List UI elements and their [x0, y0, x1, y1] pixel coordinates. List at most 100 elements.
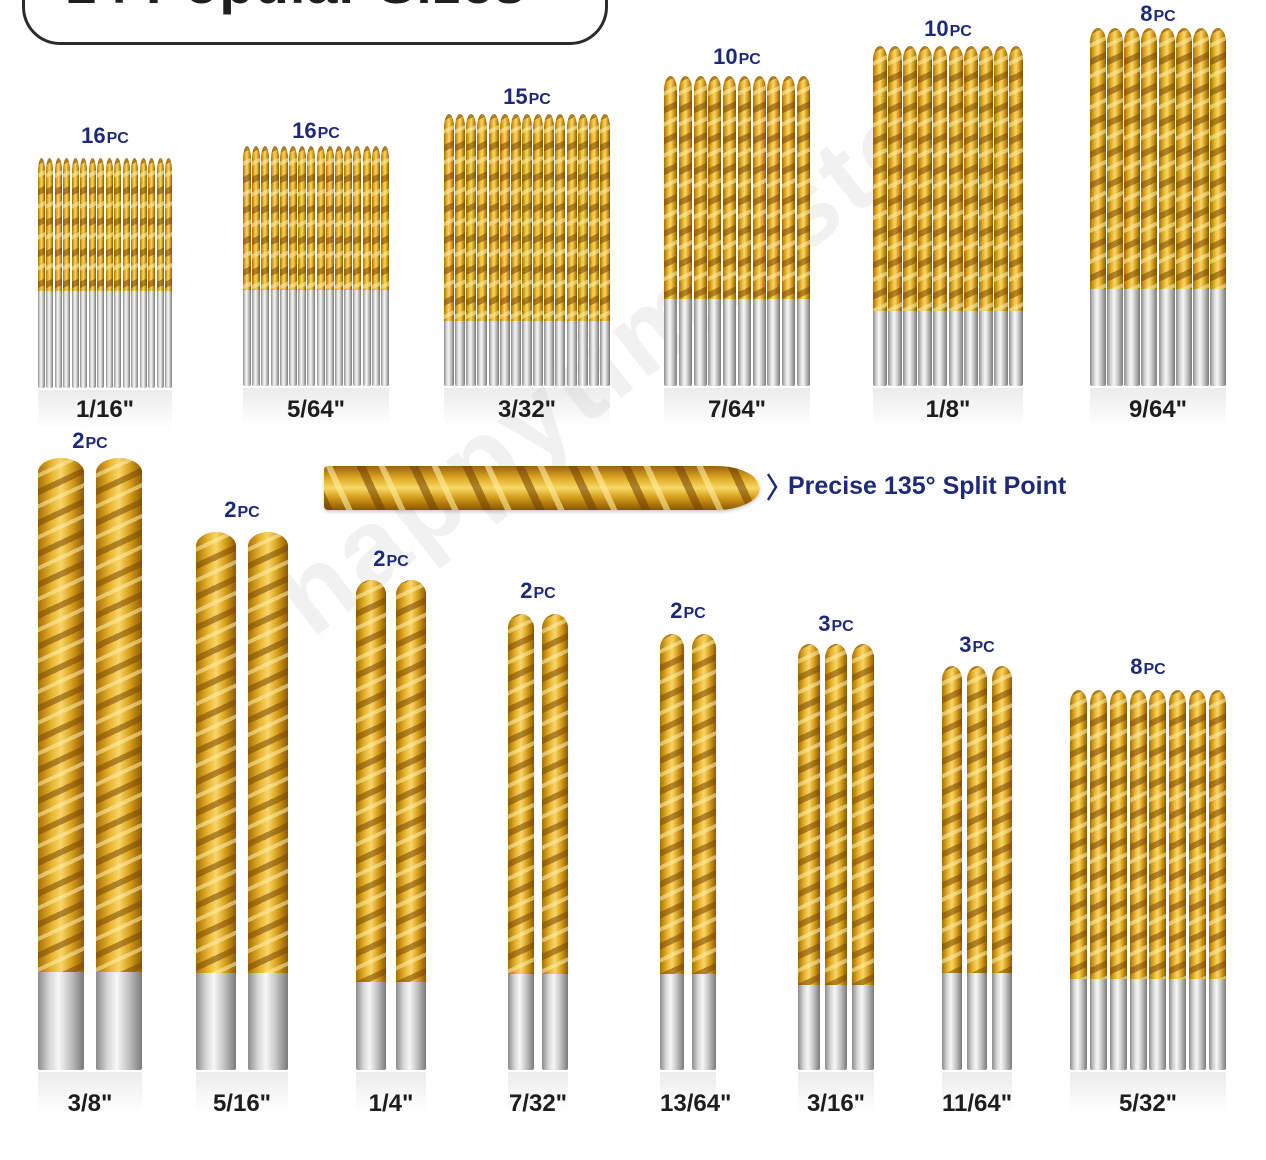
bit-flute [1193, 28, 1209, 289]
piece-count-unit: PC [1143, 661, 1166, 678]
bit-shank [1110, 979, 1127, 1070]
piece-count-unit: PC [972, 639, 995, 656]
bit-shank [131, 291, 138, 388]
bit-shank [466, 321, 476, 386]
bit-bundle [508, 614, 568, 1070]
bit-shank [1130, 979, 1147, 1070]
piece-count-number: 8 [1130, 654, 1143, 679]
drill-bit [903, 46, 917, 386]
drill-bit [252, 146, 260, 386]
bit-size-label: 5/64" [286, 396, 346, 423]
bit-group: 2PC 7/32" [508, 580, 568, 1122]
piece-count-number: 10 [713, 44, 738, 69]
bit-shank [852, 985, 874, 1070]
bit-shank [344, 290, 352, 386]
drill-bit [994, 46, 1008, 386]
bit-flute [196, 532, 236, 973]
bit-shank [444, 321, 454, 386]
drill-bit [123, 158, 130, 388]
drill-bit [106, 158, 113, 388]
bit-shank [148, 291, 155, 388]
bit-group: 15PC 3/32" [444, 86, 610, 428]
bit-shank [1107, 289, 1123, 386]
drill-bit [500, 114, 510, 386]
piece-count-unit: PC [1153, 8, 1176, 25]
drill-bit [1141, 28, 1157, 386]
bit-shank [1210, 289, 1226, 386]
bit-size-label: 3/8" [67, 1090, 113, 1117]
bit-reflection [196, 1072, 288, 1112]
bit-group: 2PC 3/8" [38, 430, 142, 1122]
piece-count: 2PC [196, 499, 288, 521]
bit-shank [1090, 979, 1107, 1070]
piece-count-unit: PC [106, 130, 129, 147]
bit-flute [131, 158, 138, 291]
bit-flute [1210, 28, 1226, 289]
bit-shank [600, 321, 610, 386]
bit-reflection [1090, 388, 1226, 428]
bit-size-label: 9/64" [1128, 396, 1188, 423]
bit-group: 3PC 11/64" [942, 634, 1012, 1122]
drill-bit [148, 158, 155, 388]
bit-flute [363, 146, 371, 290]
bit-shank [353, 290, 361, 386]
bit-bundle [798, 644, 874, 1070]
drill-bit [522, 114, 532, 386]
drill-bit [797, 76, 810, 386]
piece-count-number: 2 [72, 428, 85, 453]
bit-flute [326, 146, 334, 290]
bit-shank [317, 290, 325, 386]
drill-bit [38, 458, 84, 1070]
bit-flute [1189, 690, 1206, 979]
drill-bit [589, 114, 599, 386]
bit-shank [363, 290, 371, 386]
bit-flute [903, 46, 917, 311]
bit-shank [271, 290, 279, 386]
bit-flute [994, 46, 1008, 311]
bit-shank [589, 321, 599, 386]
bit-flute [1110, 690, 1127, 979]
bit-reflection [444, 388, 610, 428]
bit-shank [825, 985, 847, 1070]
bit-flute [511, 114, 521, 321]
title-banner: 14 Popular Sizes [22, 0, 608, 45]
bit-shank [196, 973, 236, 1070]
bit-flute [825, 644, 847, 985]
bit-shank [97, 291, 104, 388]
bit-flute [1130, 690, 1147, 979]
bit-flute [992, 666, 1012, 973]
drill-bit [372, 146, 380, 386]
bit-reflection [664, 388, 810, 428]
drill-bit [533, 114, 543, 386]
drill-bit [196, 532, 236, 1070]
drill-bit [466, 114, 476, 386]
drill-bit [1169, 690, 1186, 1070]
bit-bundle [196, 532, 288, 1070]
bit-flute [567, 114, 577, 321]
bit-shank [1209, 979, 1226, 1070]
bit-reflection [942, 1072, 1012, 1112]
drill-bit [918, 46, 932, 386]
bit-group: 3PC 3/16" [798, 613, 874, 1122]
bit-flute [708, 76, 721, 299]
drill-bit [261, 146, 269, 386]
drill-bit [271, 146, 279, 386]
bit-flute [964, 46, 978, 311]
drill-bit [326, 146, 334, 386]
bit-flute [477, 114, 487, 321]
piece-count-unit: PC [683, 605, 706, 622]
bit-shank [660, 974, 684, 1070]
drill-bit [723, 76, 736, 386]
bit-flute [679, 76, 692, 299]
bit-flute [466, 114, 476, 321]
bit-shank [888, 311, 902, 386]
bit-flute [1009, 46, 1023, 311]
drill-bit [508, 614, 534, 1070]
bit-shank [967, 973, 987, 1070]
bit-shank [753, 299, 766, 386]
bit-shank [335, 290, 343, 386]
piece-count: 10PC [664, 46, 810, 68]
bit-reflection [873, 388, 1023, 428]
bit-shank [165, 291, 172, 388]
bit-size-label: 5/16" [212, 1090, 272, 1117]
